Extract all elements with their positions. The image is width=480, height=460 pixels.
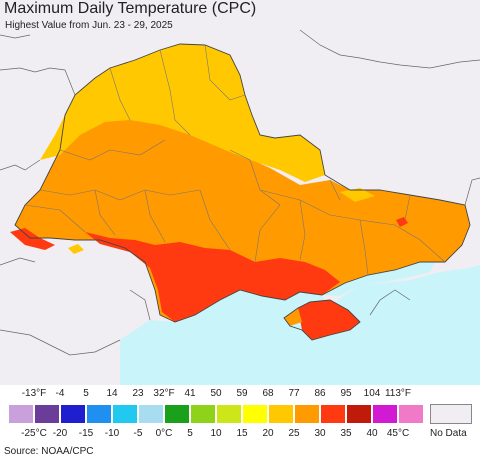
legend-c-label: -20 [52, 428, 68, 439]
legend-fahrenheit-labels: -13°F -4 5 14 23 32°F 41 50 59 68 77 86 … [0, 388, 480, 400]
legend-swatch [372, 404, 398, 424]
map-subtitle: Highest Value from Jun. 23 - 29, 2025 [5, 20, 173, 31]
legend-swatch [112, 404, 138, 424]
legend-c-label: 15 [236, 428, 248, 439]
legend-swatch [34, 404, 60, 424]
legend-swatch [190, 404, 216, 424]
legend-c-label: -10 [104, 428, 120, 439]
legend-f-label: 14 [106, 388, 118, 399]
zone-77-southwest-patch [68, 244, 84, 254]
legend-swatch [86, 404, 112, 424]
zone-77-east-patch [340, 188, 375, 202]
ukraine-border [14, 43, 471, 323]
legend-no-data-label: No Data [430, 428, 467, 439]
legend-c-label: -5 [133, 428, 143, 439]
black-sea [120, 265, 480, 385]
legend-swatch [8, 404, 34, 424]
legend-swatch [268, 404, 294, 424]
legend-c-label: 40 [366, 428, 378, 439]
legend-c-label: 45°C [386, 428, 410, 439]
legend-f-label: 68 [262, 388, 274, 399]
legend-celsius-labels: -25°C -20 -15 -10 -5 0°C 5 10 15 20 25 3… [0, 428, 480, 440]
legend-f-label: 104 [363, 388, 381, 399]
legend-f-label: -13°F [21, 388, 47, 399]
legend-swatch [294, 404, 320, 424]
legend-swatch [216, 404, 242, 424]
legend-f-label: 95 [340, 388, 352, 399]
legend-f-label: 32°F [153, 388, 175, 399]
legend-c-label: 35 [340, 428, 352, 439]
zone-95-west [10, 228, 55, 250]
legend-color-scale [8, 404, 424, 424]
zone-77-north [40, 44, 325, 182]
legend-c-label: 25 [288, 428, 300, 439]
temperature-map [0, 0, 480, 385]
legend-c-label: -25°C [21, 428, 47, 439]
map-title: Maximum Daily Temperature (CPC) [4, 0, 257, 17]
legend-f-label: 50 [210, 388, 222, 399]
zone-95-crimea [298, 300, 360, 340]
legend-f-label: 77 [288, 388, 300, 399]
legend-c-label: -15 [78, 428, 94, 439]
legend-swatch [346, 404, 372, 424]
legend-f-label: 113°F [384, 388, 412, 399]
legend-f-label: 59 [236, 388, 248, 399]
zone-86 [15, 110, 470, 322]
legend-f-label: 86 [314, 388, 326, 399]
legend-c-label: 5 [187, 428, 193, 439]
legend-swatch [138, 404, 164, 424]
legend-swatch [242, 404, 268, 424]
zone-95-south [85, 232, 340, 322]
legend-c-label: 30 [314, 428, 326, 439]
crimea-border [283, 299, 361, 341]
crimea-west [284, 308, 302, 326]
legend-f-label: 23 [132, 388, 144, 399]
legend-f-label: 5 [83, 388, 89, 399]
legend-f-label: 41 [184, 388, 196, 399]
legend-f-label: -4 [55, 388, 65, 399]
legend-no-data-swatch [430, 404, 472, 424]
legend-c-label: 20 [262, 428, 274, 439]
sea-of-azov [322, 262, 435, 296]
neighbour-borders [0, 29, 480, 356]
legend-swatch [320, 404, 346, 424]
source-credit: Source: NOAA/CPC [4, 446, 94, 457]
legend-c-label: 0°C [155, 428, 173, 439]
legend-swatch [60, 404, 86, 424]
legend-c-label: 10 [210, 428, 222, 439]
legend-swatch [164, 404, 190, 424]
legend-swatch [398, 404, 424, 424]
oblast-boundaries [24, 44, 446, 276]
